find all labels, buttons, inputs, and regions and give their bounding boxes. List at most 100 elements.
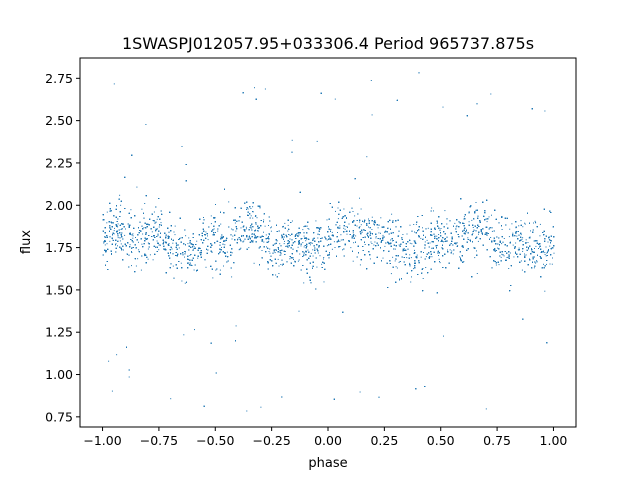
data-point: [337, 232, 338, 233]
data-point: [409, 262, 411, 264]
data-point: [369, 258, 371, 260]
data-point: [193, 246, 195, 248]
data-point: [342, 249, 343, 251]
data-point: [207, 235, 208, 237]
data-point: [353, 242, 355, 244]
data-point: [476, 250, 477, 252]
data-point: [340, 239, 342, 241]
data-point: [508, 268, 510, 269]
data-point: [283, 225, 284, 227]
data-point: [221, 246, 222, 248]
data-point: [350, 247, 352, 249]
data-point: [294, 260, 296, 262]
data-point: [311, 242, 313, 244]
data-point: [488, 216, 490, 218]
data-point: [494, 249, 496, 251]
data-point: [378, 232, 380, 234]
data-point: [119, 194, 121, 196]
data-point: [395, 258, 397, 260]
data-point: [544, 254, 546, 255]
data-point: [108, 360, 110, 362]
data-point: [406, 257, 408, 259]
data-point: [106, 222, 108, 224]
data-point: [138, 241, 139, 243]
data-point: [280, 264, 282, 265]
data-point: [439, 262, 441, 264]
data-point: [234, 222, 236, 224]
data-point: [344, 228, 346, 230]
data-point: [359, 226, 361, 228]
data-point: [431, 207, 433, 209]
data-point: [270, 227, 272, 229]
data-point: [144, 203, 146, 204]
data-point: [346, 233, 348, 235]
data-point: [549, 245, 551, 247]
data-point: [371, 229, 373, 230]
data-point: [501, 253, 503, 255]
data-point: [160, 222, 162, 224]
data-point: [274, 249, 276, 251]
data-points: [102, 72, 555, 412]
data-point: [189, 255, 191, 256]
data-point: [503, 238, 505, 239]
data-point: [303, 246, 305, 248]
data-point: [231, 252, 233, 254]
data-point: [522, 250, 524, 252]
data-point: [533, 267, 535, 269]
data-point: [551, 263, 553, 265]
data-point: [114, 227, 115, 229]
data-point: [463, 218, 465, 220]
data-point: [252, 217, 254, 219]
data-point: [524, 223, 526, 225]
data-point: [207, 239, 209, 241]
data-point: [359, 197, 360, 199]
data-point: [539, 235, 541, 237]
data-point: [205, 231, 207, 233]
data-point: [158, 226, 160, 228]
data-point: [544, 290, 546, 292]
data-point: [516, 235, 518, 237]
data-point: [113, 233, 115, 235]
data-point: [219, 252, 221, 253]
data-point: [300, 245, 302, 247]
data-point: [281, 237, 283, 239]
data-point: [162, 242, 164, 244]
data-point: [467, 237, 469, 239]
data-point: [343, 208, 345, 210]
data-point: [490, 237, 492, 238]
data-point: [131, 265, 132, 267]
data-point: [451, 250, 453, 252]
data-point: [124, 234, 126, 236]
data-point: [404, 248, 405, 250]
data-point: [436, 222, 438, 224]
data-point: [507, 256, 509, 258]
data-point: [382, 257, 384, 259]
data-point: [254, 216, 256, 217]
data-point: [106, 211, 108, 213]
data-point: [298, 234, 300, 236]
data-point: [158, 249, 160, 251]
data-point: [409, 242, 411, 244]
data-point: [274, 252, 276, 254]
data-point: [212, 277, 214, 279]
data-point: [132, 237, 134, 239]
data-point: [364, 244, 366, 245]
data-point: [410, 257, 412, 259]
data-point: [189, 242, 191, 244]
data-point: [190, 262, 191, 264]
data-point: [352, 260, 354, 262]
data-point: [497, 247, 499, 249]
data-point: [491, 214, 492, 216]
data-point: [297, 246, 299, 248]
data-point: [256, 217, 258, 219]
data-point: [168, 236, 170, 237]
data-point: [478, 233, 479, 235]
data-point: [512, 232, 514, 234]
data-point: [249, 227, 251, 228]
data-point: [321, 263, 323, 265]
data-point: [382, 234, 384, 236]
data-point: [305, 240, 307, 242]
data-point: [303, 235, 305, 237]
data-point: [413, 224, 415, 225]
data-point: [535, 221, 536, 223]
